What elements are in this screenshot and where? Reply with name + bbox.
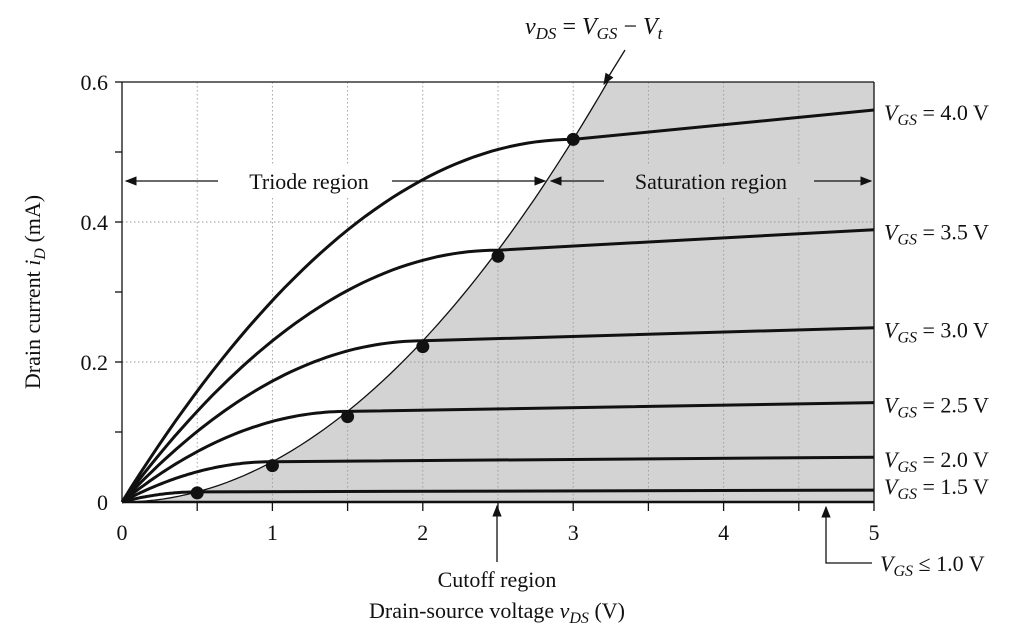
- characteristic-curve: [120, 228, 875, 503]
- saturation-points: [190, 132, 580, 500]
- series-label: VGS = 3.5 V: [884, 220, 989, 249]
- triode-region-label: Triode region: [249, 169, 369, 194]
- characteristic-curve: [121, 401, 875, 504]
- saturation-point: [566, 132, 580, 146]
- saturation-point: [265, 459, 279, 473]
- cutoff-vgs-label: VGS ≤ 1.0 V: [880, 551, 985, 580]
- saturation-point: [416, 340, 430, 354]
- series-label: VGS = 2.5 V: [884, 393, 989, 422]
- y-axis-label: Drain current iD (mA): [20, 195, 49, 389]
- y-tick-label: 0.4: [81, 210, 109, 235]
- series-label: VGS = 4.0 V: [884, 100, 989, 129]
- x-tick-label: 4: [718, 520, 729, 545]
- series-label: VGS = 2.0 V: [884, 447, 989, 476]
- x-tick-label: 1: [267, 520, 278, 545]
- characteristic-curve: [121, 488, 875, 504]
- boundary-formula-label: vDS = VGS − Vt: [525, 14, 664, 43]
- characteristic-curve: [120, 326, 875, 504]
- characteristic-curve: [120, 108, 875, 503]
- x-tick-label: 3: [568, 520, 579, 545]
- y-tick-label: 0.6: [81, 70, 109, 95]
- saturation-point: [190, 486, 204, 500]
- saturation-point: [341, 410, 355, 424]
- x-tick-label: 2: [417, 520, 428, 545]
- saturation-region-label: Saturation region: [635, 169, 787, 194]
- x-axis-label: Drain-source voltage vDS (V): [369, 598, 625, 627]
- cutoff-region-annotation: Cutoff region: [438, 504, 557, 592]
- characteristic-curves: [120, 108, 875, 504]
- x-tick-label: 0: [117, 520, 128, 545]
- characteristic-curve: [121, 455, 875, 504]
- series-label: VGS = 1.5 V: [884, 474, 989, 503]
- tick-labels: 0 1 2 3 4 5 0 0.2 0.4 0.6: [81, 70, 880, 545]
- boundary-label-pointer: [603, 49, 626, 85]
- x-tick-label: 5: [869, 520, 880, 545]
- series-label: VGS = 3.0 V: [884, 318, 989, 347]
- saturation-region-annotation: Saturation region: [549, 166, 873, 196]
- triode-region-annotation: Triode region: [124, 166, 547, 196]
- y-tick-label: 0.2: [81, 350, 109, 375]
- cutoff-vgs-annotation: VGS ≤ 1.0 V: [821, 505, 985, 580]
- saturation-point: [491, 249, 505, 263]
- cutoff-region-label: Cutoff region: [438, 567, 557, 592]
- y-tick-label: 0: [97, 490, 108, 515]
